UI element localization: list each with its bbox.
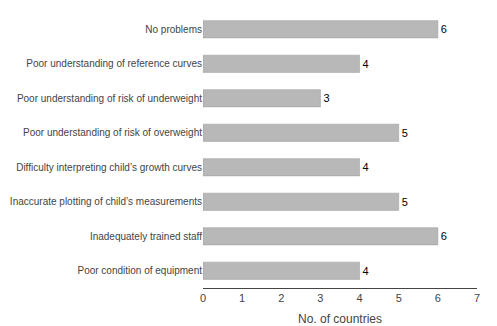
svg-text:Poor condition of equipment: Poor condition of equipment — [77, 265, 202, 276]
svg-text:Inadequately trained staff: Inadequately trained staff — [90, 231, 202, 242]
svg-text:Inaccurate plotting of child’s: Inaccurate plotting of child’s measureme… — [10, 196, 202, 207]
svg-text:6: 6 — [435, 292, 441, 304]
svg-text:Poor understanding of risk of: Poor understanding of risk of underweigh… — [17, 93, 202, 104]
svg-text:1: 1 — [239, 292, 245, 304]
svg-text:0: 0 — [200, 292, 206, 304]
svg-text:7: 7 — [474, 292, 480, 304]
svg-text:6: 6 — [441, 230, 447, 242]
svg-text:No problems: No problems — [145, 24, 202, 35]
svg-text:Poor understanding of risk of: Poor understanding of risk of overweight — [23, 127, 202, 138]
svg-text:Poor understanding of referenc: Poor understanding of reference curves — [26, 58, 202, 69]
svg-text:4: 4 — [363, 265, 369, 277]
svg-text:Difficulty interpreting child’: Difficulty interpreting child’s growth c… — [16, 162, 202, 173]
svg-text:6: 6 — [441, 23, 447, 35]
svg-text:4: 4 — [363, 161, 369, 173]
svg-text:2: 2 — [278, 292, 284, 304]
svg-text:5: 5 — [402, 196, 408, 208]
svg-text:5: 5 — [396, 292, 402, 304]
svg-text:4: 4 — [357, 292, 363, 304]
svg-text:5: 5 — [402, 127, 408, 139]
svg-text:3: 3 — [317, 292, 323, 304]
svg-text:3: 3 — [323, 92, 329, 104]
svg-text:No. of countries: No. of countries — [298, 312, 382, 326]
svg-text:4: 4 — [363, 58, 369, 70]
